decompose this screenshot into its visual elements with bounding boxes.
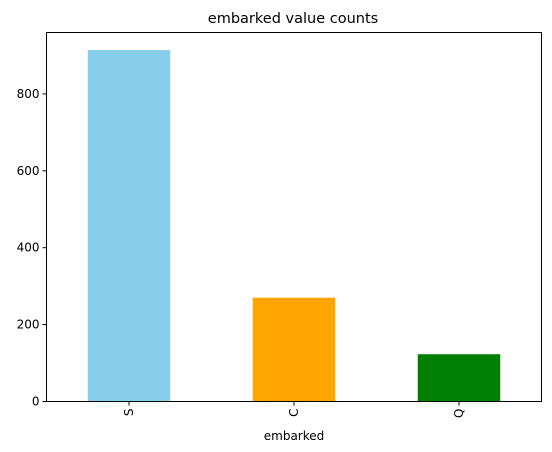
x-axis-label: embarked (264, 429, 325, 443)
x-tick-label: C (287, 409, 301, 417)
bar-q (417, 354, 501, 402)
chart-title: embarked value counts (208, 11, 378, 27)
y-axis: 0 200 400 600 800 (17, 87, 47, 409)
y-tick-label: 600 (17, 164, 40, 178)
y-tick-label: 400 (17, 241, 40, 255)
bar-s (87, 50, 171, 402)
y-tick-label: 0 (32, 395, 40, 409)
x-tick-label: Q (452, 409, 466, 418)
bars-layer (87, 50, 501, 402)
x-tick-label: S (122, 409, 136, 417)
bar-c (252, 297, 336, 402)
y-tick-label: 800 (17, 87, 40, 101)
y-tick-label: 200 (17, 318, 40, 332)
